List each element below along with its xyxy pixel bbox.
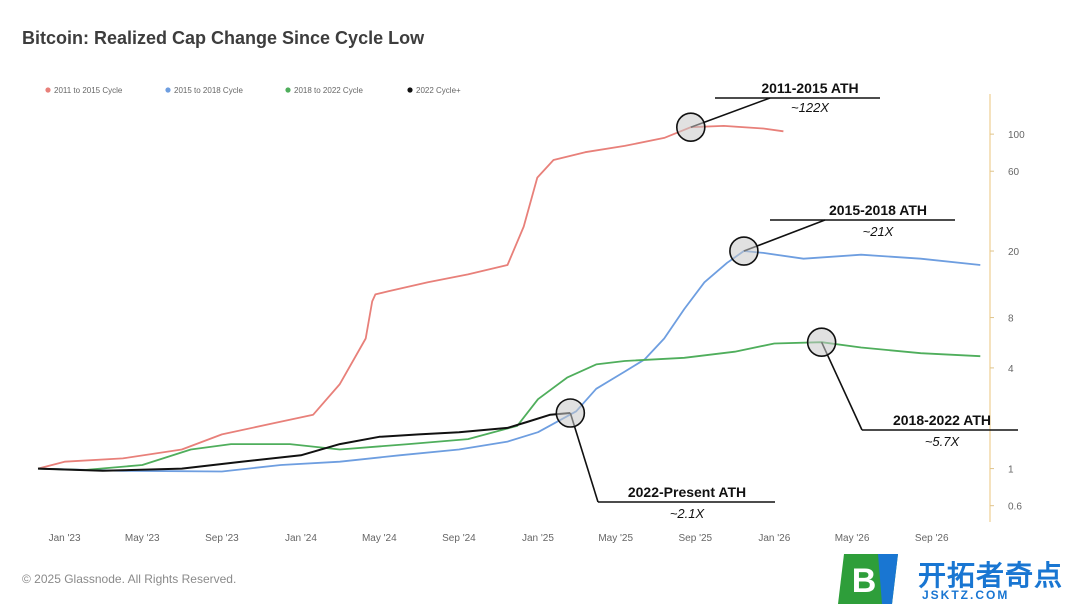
annotation-value: ~122X bbox=[791, 100, 830, 115]
x-tick-label: May '26 bbox=[835, 533, 870, 544]
x-tick-label: May '23 bbox=[125, 533, 160, 544]
annotation-layer: 2011-2015 ATH ~122X 2015-2018 ATH ~21X 2018-… bbox=[555, 80, 1018, 521]
legend-swatch bbox=[407, 87, 413, 93]
annotation-value: ~21X bbox=[863, 224, 895, 239]
legend-swatch bbox=[285, 87, 291, 93]
x-tick-label: Sep '23 bbox=[205, 533, 239, 544]
annotation-leader-line bbox=[820, 341, 863, 431]
y-tick-label: 100 bbox=[1008, 130, 1025, 141]
copyright-footer: © 2025 Glassnode. All Rights Reserved. bbox=[22, 572, 237, 586]
annotation-label: 2022-Present ATH bbox=[628, 484, 746, 500]
y-tick-label: 4 bbox=[1008, 364, 1014, 375]
x-tick-label: Sep '24 bbox=[442, 533, 476, 544]
series-line-4 bbox=[37, 412, 571, 472]
series-line-3 bbox=[37, 341, 981, 471]
annotation-value: ~2.1X bbox=[670, 506, 706, 521]
x-tick-label: Jan '24 bbox=[285, 533, 317, 544]
legend: 2011 to 2015 Cycle 2015 to 2018 Cycle 2018… bbox=[45, 86, 461, 95]
series-layer bbox=[37, 125, 981, 473]
annotation-marker bbox=[555, 398, 586, 428]
y-axis: 100 60 20 8 4 1 0.6 bbox=[989, 94, 1025, 522]
annotation-value: ~5.7X bbox=[925, 434, 961, 449]
x-tick-label: Jan '23 bbox=[49, 533, 81, 544]
annotation-label: 2011-2015 ATH bbox=[761, 80, 858, 96]
x-tick-label: May '25 bbox=[598, 533, 633, 544]
legend-label: 2022 Cycle+ bbox=[416, 86, 461, 95]
watermark-logo-icon: B bbox=[838, 554, 898, 604]
x-tick-label: Jan '26 bbox=[758, 533, 790, 544]
annotation-marker bbox=[806, 327, 837, 357]
legend-swatch bbox=[165, 87, 171, 93]
site-watermark: B 开拓者奇点 JSKTZ.COM bbox=[838, 552, 1078, 606]
annotation-leader-line bbox=[569, 412, 599, 503]
watermark-subtext: JSKTZ.COM bbox=[922, 588, 1010, 602]
annotation-marker bbox=[729, 236, 759, 266]
watermark-text: 开拓者奇点 bbox=[918, 560, 1064, 591]
annotation-label: 2018-2022 ATH bbox=[893, 412, 991, 428]
legend-label: 2018 to 2022 Cycle bbox=[294, 86, 363, 95]
legend-label: 2015 to 2018 Cycle bbox=[174, 86, 243, 95]
series-line-1 bbox=[37, 125, 784, 470]
annotation-label: 2015-2018 ATH bbox=[829, 202, 927, 218]
x-tick-label: Jan '25 bbox=[522, 533, 554, 544]
x-axis: Jan '23 May '23 Sep '23 Jan '24 May '24 Sep '… bbox=[49, 533, 949, 544]
annotation-marker bbox=[675, 112, 706, 143]
y-tick-label: 8 bbox=[1008, 314, 1014, 325]
x-tick-label: May '24 bbox=[362, 533, 397, 544]
y-tick-label: 60 bbox=[1008, 167, 1020, 178]
watermark-badge-letter: B bbox=[852, 562, 877, 600]
legend-label: 2011 to 2015 Cycle bbox=[54, 86, 123, 95]
series-line-2 bbox=[37, 250, 981, 473]
y-tick-label: 0.6 bbox=[1008, 502, 1022, 513]
x-tick-label: Sep '25 bbox=[679, 533, 713, 544]
y-tick-label: 20 bbox=[1008, 247, 1020, 258]
y-tick-label: 1 bbox=[1008, 465, 1014, 476]
chart-title: Bitcoin: Realized Cap Change Since Cycle… bbox=[22, 28, 425, 48]
legend-swatch bbox=[45, 87, 51, 93]
x-tick-label: Sep '26 bbox=[915, 533, 949, 544]
